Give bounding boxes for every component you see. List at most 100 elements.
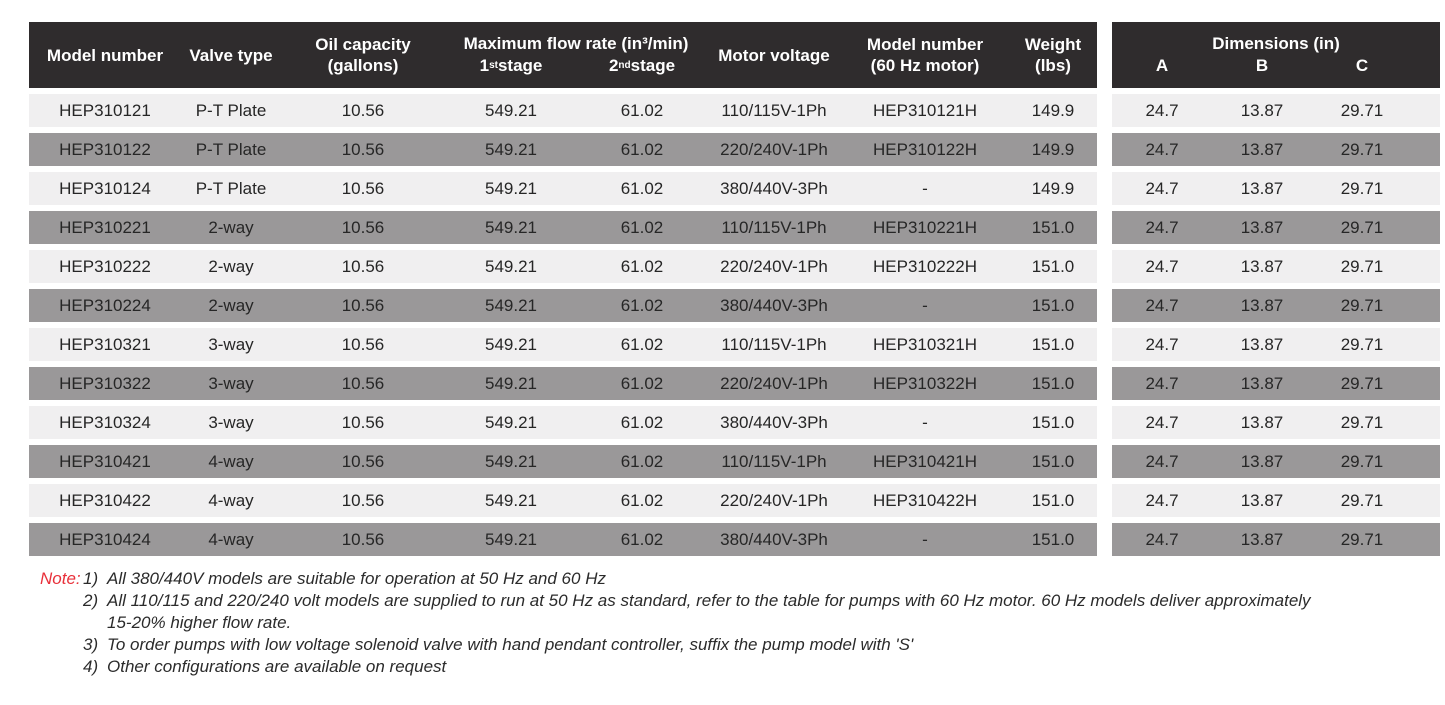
note-item: 2) All 110/115 and 220/240 volt models a… <box>83 590 1445 634</box>
dimensions-row: 24.7 13.87 29.71 <box>1112 484 1440 517</box>
cell-2nd-stage-flow: 61.02 <box>620 295 664 315</box>
pump-spec-table: Model number Valve type Oil capacity (ga… <box>29 22 1097 556</box>
cell-valve-type: 3-way <box>208 334 254 354</box>
cell-weight: 151.0 <box>1031 373 1075 393</box>
cell-2nd-stage-flow: 61.02 <box>620 490 664 510</box>
cell-dim-c: 29.71 <box>1340 178 1384 198</box>
dimensions-row: 24.7 13.87 29.71 <box>1112 523 1440 556</box>
dimensions-row: 24.7 13.87 29.71 <box>1112 211 1440 244</box>
cell-weight: 149.9 <box>1031 100 1075 120</box>
cell-1st-stage-flow: 549.21 <box>485 217 537 237</box>
cell-1st-stage-flow: 549.21 <box>485 100 537 120</box>
note-item: 3) To order pumps with low voltage solen… <box>83 634 1445 656</box>
cell-model-number: HEP310222 <box>59 256 151 276</box>
cell-model-number-60hz: HEP310222H <box>873 256 977 276</box>
cell-model-number: HEP310421 <box>59 451 151 471</box>
cell-dim-c: 29.71 <box>1340 529 1384 549</box>
cell-oil-capacity: 10.56 <box>341 217 385 237</box>
cell-model-number-60hz: HEP310422H <box>873 490 977 510</box>
dimensions-row: 24.7 13.87 29.71 <box>1112 328 1440 361</box>
cell-valve-type: 4-way <box>208 490 254 510</box>
cell-dim-c: 29.71 <box>1340 373 1384 393</box>
cell-dim-a: 24.7 <box>1145 256 1179 276</box>
cell-weight: 151.0 <box>1031 334 1075 354</box>
dimensions-row: 24.7 13.87 29.71 <box>1112 289 1440 322</box>
cell-oil-capacity: 10.56 <box>341 490 385 510</box>
cell-valve-type: 2-way <box>208 256 254 276</box>
cell-motor-voltage: 110/115V-1Ph <box>721 334 827 354</box>
notes-section: Note: 1) All 380/440V models are suitabl… <box>40 568 1445 678</box>
cell-dim-c: 29.71 <box>1340 451 1384 471</box>
dimensions-row: 24.7 13.87 29.71 <box>1112 445 1440 478</box>
cell-weight: 151.0 <box>1031 451 1075 471</box>
cell-model-number-60hz: HEP310421H <box>873 451 977 471</box>
cell-model-number-60hz: HEP310322H <box>873 373 977 393</box>
cell-1st-stage-flow: 549.21 <box>485 529 537 549</box>
table-row: HEP310122 P-T Plate 10.56 549.21 61.02 2… <box>29 133 1097 166</box>
stage-label-part: 1 <box>479 56 490 75</box>
cell-2nd-stage-flow: 61.02 <box>620 217 664 237</box>
cell-dim-a: 24.7 <box>1145 139 1179 159</box>
cell-model-number-60hz: HEP310221H <box>873 217 977 237</box>
cell-model-number: HEP310324 <box>59 412 151 432</box>
col-header-dimensions: Dimensions (in) <box>1212 34 1340 53</box>
note-text: All 110/115 and 220/240 volt models are … <box>107 591 1311 632</box>
cell-motor-voltage: 380/440V-3Ph <box>720 412 828 432</box>
cell-motor-voltage: 220/240V-1Ph <box>720 490 828 510</box>
cell-valve-type: 4-way <box>208 529 254 549</box>
cell-weight: 151.0 <box>1031 529 1075 549</box>
spec-sheet-page: Model number Valve type Oil capacity (ga… <box>29 22 1445 678</box>
dimensions-row: 24.7 13.87 29.71 <box>1112 250 1440 283</box>
cell-1st-stage-flow: 549.21 <box>485 412 537 432</box>
cell-valve-type: 2-way <box>208 217 254 237</box>
dimensions-row: 24.7 13.87 29.71 <box>1112 133 1440 166</box>
cell-motor-voltage: 220/240V-1Ph <box>720 256 828 276</box>
cell-oil-capacity: 10.56 <box>341 295 385 315</box>
cell-model-number: HEP310122 <box>59 139 151 159</box>
col-header-oil-capacity: Oil capacity (gallons) <box>315 35 411 75</box>
cell-dim-b: 13.87 <box>1240 490 1284 510</box>
cell-dim-a: 24.7 <box>1145 334 1179 354</box>
cell-1st-stage-flow: 549.21 <box>485 451 537 471</box>
cell-model-number: HEP310124 <box>59 178 151 198</box>
cell-valve-type: 3-way <box>208 412 254 432</box>
col-header-dim-a: A <box>1155 56 1169 75</box>
cell-dim-b: 13.87 <box>1240 256 1284 276</box>
cell-dim-b: 13.87 <box>1240 295 1284 315</box>
cell-model-number: HEP310422 <box>59 490 151 510</box>
cell-2nd-stage-flow: 61.02 <box>620 334 664 354</box>
cell-dim-a: 24.7 <box>1145 490 1179 510</box>
cell-model-number-60hz: - <box>922 412 928 432</box>
cell-1st-stage-flow: 549.21 <box>485 295 537 315</box>
cell-model-number: HEP310424 <box>59 529 151 549</box>
cell-motor-voltage: 220/240V-1Ph <box>720 139 828 159</box>
cell-dim-c: 29.71 <box>1340 256 1384 276</box>
cell-dim-a: 24.7 <box>1145 529 1179 549</box>
table-row: HEP310221 2-way 10.56 549.21 61.02 110/1… <box>29 211 1097 244</box>
table-row: HEP310324 3-way 10.56 549.21 61.02 380/4… <box>29 406 1097 439</box>
cell-dim-c: 29.71 <box>1340 334 1384 354</box>
cell-2nd-stage-flow: 61.02 <box>620 100 664 120</box>
cell-1st-stage-flow: 549.21 <box>485 178 537 198</box>
cell-oil-capacity: 10.56 <box>341 178 385 198</box>
cell-oil-capacity: 10.56 <box>341 334 385 354</box>
dimensions-table: Dimensions (in) A B C 24.7 13.87 29.71 2… <box>1112 22 1440 556</box>
cell-weight: 151.0 <box>1031 412 1075 432</box>
cell-2nd-stage-flow: 61.02 <box>620 451 664 471</box>
cell-1st-stage-flow: 549.21 <box>485 256 537 276</box>
note-number: 1) <box>83 569 99 588</box>
cell-valve-type: P-T Plate <box>195 178 267 198</box>
stage-label-part: stage <box>497 56 543 75</box>
cell-oil-capacity: 10.56 <box>341 412 385 432</box>
cell-1st-stage-flow: 549.21 <box>485 373 537 393</box>
col-header-dim-c: C <box>1355 56 1369 75</box>
col-header-max-flow-rate: Maximum flow rate (in³/min) <box>463 34 689 53</box>
cell-dim-a: 24.7 <box>1145 373 1179 393</box>
table-row: HEP310124 P-T Plate 10.56 549.21 61.02 3… <box>29 172 1097 205</box>
cell-2nd-stage-flow: 61.02 <box>620 412 664 432</box>
cell-2nd-stage-flow: 61.02 <box>620 529 664 549</box>
cell-2nd-stage-flow: 61.02 <box>620 139 664 159</box>
cell-model-number: HEP310221 <box>59 217 151 237</box>
note-item: 4) Other configurations are available on… <box>83 656 1445 678</box>
